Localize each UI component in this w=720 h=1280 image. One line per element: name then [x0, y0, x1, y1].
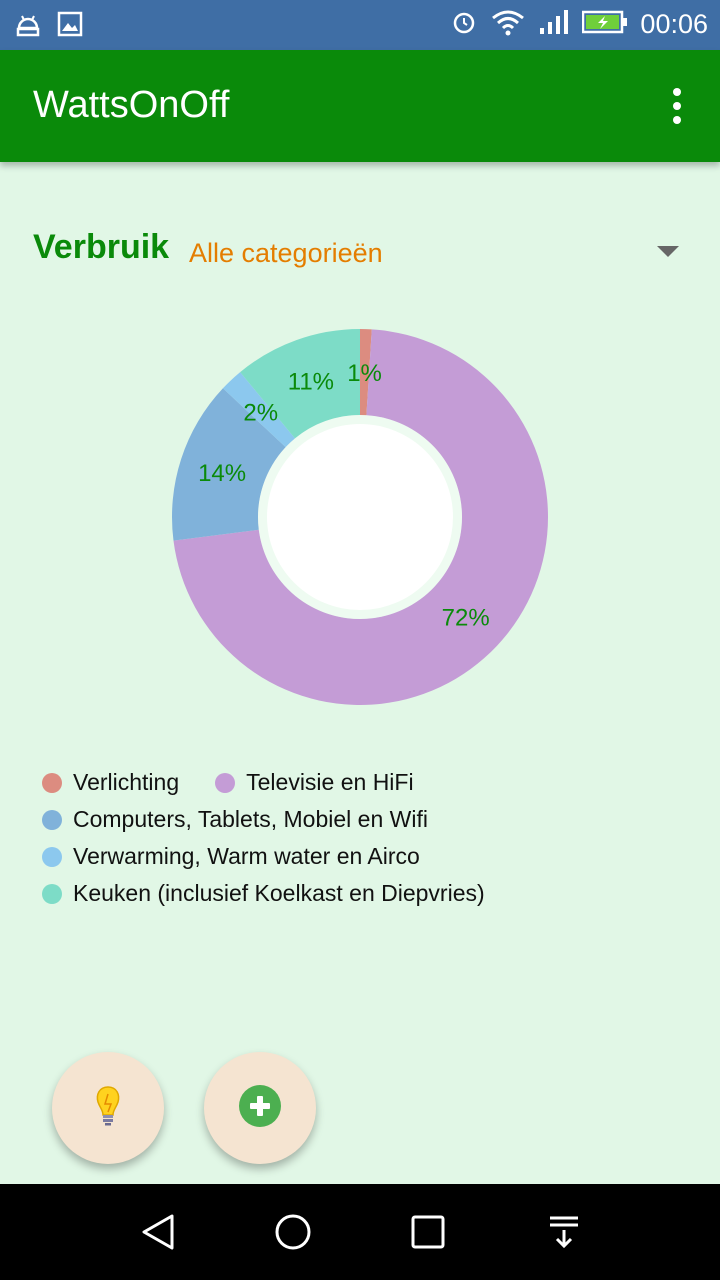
legend-label: Computers, Tablets, Mobiel en Wifi: [73, 806, 428, 832]
back-icon[interactable]: [138, 1212, 178, 1256]
legend-item-computers: Computers, Tablets, Mobiel en Wifi: [42, 806, 428, 833]
legend-item-televisie: Televisie en HiFi: [215, 769, 414, 796]
pie-slice: [222, 372, 295, 448]
donut-hole: [267, 424, 453, 610]
navigation-bar: [0, 1184, 720, 1280]
legend-item-verlichting: Verlichting: [42, 769, 179, 796]
battery-charging-icon: [582, 9, 628, 39]
pie-slice: [240, 329, 360, 439]
legend-dot: [215, 772, 236, 793]
wifi-icon: [490, 8, 526, 40]
overflow-menu-icon[interactable]: [662, 88, 692, 126]
slice-value-label: 14%: [198, 460, 246, 487]
legend-item-verwarming: Verwarming, Warm water en Airco: [42, 843, 420, 870]
notification-pull-icon[interactable]: [546, 1212, 582, 1256]
android-debug-icon: [14, 10, 42, 42]
chart-legend: Verlichting Televisie en HiFi Computers,…: [42, 764, 521, 912]
slice-value-label: 1%: [347, 360, 382, 387]
pie-slice: [173, 329, 549, 705]
slice-value-label: 2%: [243, 399, 278, 426]
pie-slice: [360, 329, 372, 416]
legend-label: Verwarming, Warm water en Airco: [73, 843, 420, 869]
app-title: WattsOnOff: [33, 84, 230, 126]
lamp-button[interactable]: [52, 1052, 164, 1164]
recents-icon[interactable]: [410, 1214, 446, 1254]
slice-value-label: 11%: [288, 369, 334, 396]
legend-dot: [42, 846, 62, 867]
home-icon[interactable]: [273, 1212, 313, 1256]
pie-slice: [172, 388, 286, 541]
legend-dot: [42, 772, 62, 793]
legend-item-keuken: Keuken (inclusief Koelkast en Diepvries): [42, 880, 485, 907]
status-time: 00:06: [640, 8, 708, 39]
legend-label: Verlichting: [73, 769, 180, 795]
lightbulb-icon: [93, 1084, 123, 1132]
slice-value-label: 72%: [442, 604, 490, 631]
legend-label: Keuken (inclusief Koelkast en Diepvries): [73, 880, 485, 906]
page-title: Verbruik: [33, 228, 170, 266]
alarm-icon: [450, 8, 478, 40]
legend-dot: [42, 883, 62, 904]
legend-label: Televisie en HiFi: [246, 769, 414, 795]
legend-dot: [42, 809, 62, 830]
category-dropdown[interactable]: Alle categorieën: [189, 238, 383, 268]
dropdown-arrow-icon[interactable]: [657, 246, 679, 257]
usage-donut-chart: 1% 72% 14% 2% 11%: [172, 329, 549, 705]
add-button[interactable]: [204, 1052, 316, 1164]
app-bar: WattsOnOff: [0, 50, 720, 162]
signal-icon: [538, 8, 570, 40]
status-bar: 00:06: [0, 0, 720, 50]
image-icon: [56, 10, 84, 42]
add-circle-icon: [238, 1084, 282, 1132]
